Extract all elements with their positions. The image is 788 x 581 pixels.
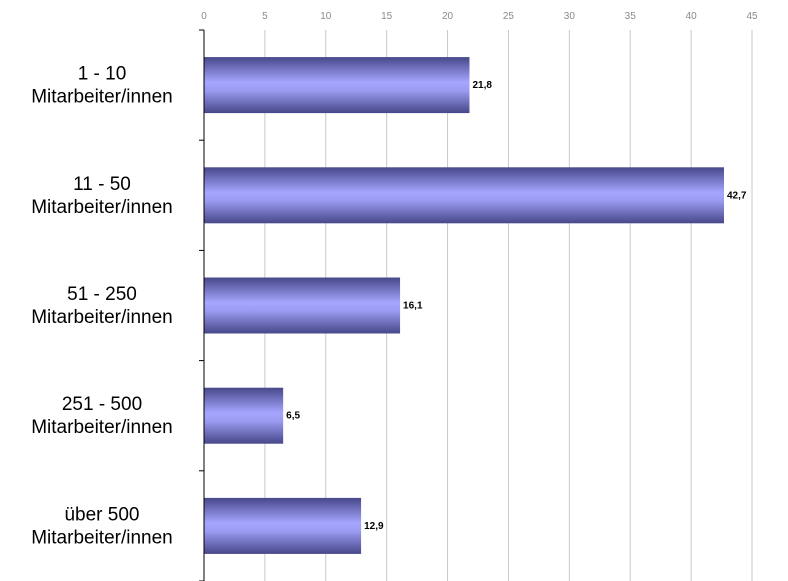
data-label-4: 6,5 <box>286 411 300 422</box>
x-tick-label: 0 <box>201 11 207 22</box>
gridlines <box>264 30 753 581</box>
x-tick-label: 45 <box>746 11 758 22</box>
bar-5 <box>204 497 362 554</box>
data-label-3: 16,1 <box>403 301 423 312</box>
x-tick-label: 35 <box>625 11 637 22</box>
category-label-4-line-1: 251 - 500 <box>62 394 142 415</box>
bars: 21,8 42,7 16,1 6,5 12,9 <box>204 57 747 554</box>
x-tick-label: 40 <box>686 11 698 22</box>
bar-1 <box>204 57 470 114</box>
category-label-1-line-2: Mitarbeiter/innen <box>31 87 173 108</box>
category-label-3-line-1: 51 - 250 <box>67 284 137 305</box>
category-label-4-line-2: Mitarbeiter/innen <box>31 417 173 438</box>
data-label-5: 12,9 <box>364 521 384 532</box>
x-tick-label: 25 <box>503 11 515 22</box>
x-tick-label: 10 <box>320 11 332 22</box>
x-tick-label: 30 <box>564 11 576 22</box>
bar-4 <box>204 387 284 444</box>
category-label-5-line-1: über 500 <box>64 504 139 525</box>
category-axis <box>199 29 205 581</box>
x-tick-label: 5 <box>262 11 268 22</box>
x-tick-label: 15 <box>381 11 393 22</box>
data-label-2: 42,7 <box>727 190 747 201</box>
category-label-1-line-1: 1 - 10 <box>78 64 127 85</box>
category-label-2-line-2: Mitarbeiter/innen <box>31 197 173 218</box>
bar-3 <box>204 277 401 334</box>
data-label-1: 21,8 <box>472 80 492 91</box>
category-label-5-line-2: Mitarbeiter/innen <box>31 527 173 548</box>
x-axis-ticks: 0 5 10 15 20 25 30 35 40 45 <box>201 11 758 22</box>
bar-2 <box>204 167 724 224</box>
category-label-2-line-1: 11 - 50 <box>73 174 131 195</box>
x-tick-label: 20 <box>442 11 454 22</box>
category-label-3-line-2: Mitarbeiter/innen <box>31 307 173 328</box>
